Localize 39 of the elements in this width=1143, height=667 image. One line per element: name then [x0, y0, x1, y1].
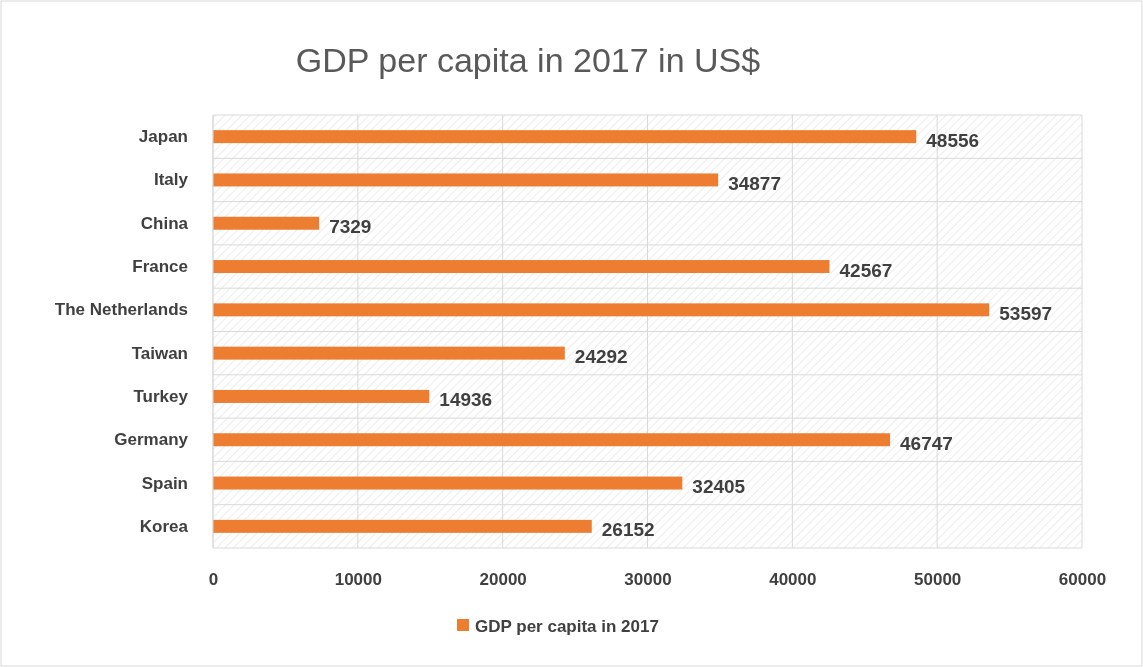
bar — [213, 519, 592, 533]
data-label: 26152 — [601, 519, 655, 541]
y-tick-label: Taiwan — [131, 343, 188, 363]
x-tick-label: 50000 — [914, 570, 962, 590]
y-tick-label: Spain — [141, 473, 188, 493]
data-label: 42567 — [839, 259, 893, 281]
bar — [213, 433, 891, 447]
bar — [213, 389, 430, 403]
data-label: 7329 — [329, 216, 372, 238]
y-tick-label: France — [132, 256, 188, 276]
bar — [213, 260, 830, 274]
data-label: 34877 — [728, 172, 781, 194]
data-label: 24292 — [574, 346, 628, 368]
y-tick-label: Italy — [153, 170, 189, 190]
bar — [213, 173, 719, 187]
y-tick-label: Korea — [139, 516, 189, 536]
x-tick-label: 10000 — [334, 570, 382, 590]
x-tick-label: 40000 — [769, 570, 817, 590]
x-tick-label: 30000 — [624, 570, 672, 590]
data-label: 14936 — [439, 389, 493, 411]
bar — [213, 476, 683, 490]
bar — [213, 216, 320, 230]
chart-title: GDP per capita in 2017 in US$ — [295, 41, 761, 79]
data-label: 46747 — [900, 432, 953, 454]
y-tick-label: China — [140, 213, 189, 233]
y-tick-label: Turkey — [133, 386, 189, 406]
data-label: 32405 — [692, 476, 746, 498]
y-tick-label: Germany — [114, 430, 189, 450]
data-label: 53597 — [999, 302, 1053, 324]
y-tick-label: The Netherlands — [54, 300, 188, 320]
bar — [213, 303, 990, 317]
x-tick-label: 0 — [208, 570, 219, 590]
y-tick-label: Japan — [138, 127, 188, 147]
x-tick-label: 60000 — [1058, 570, 1107, 590]
bar — [213, 346, 565, 360]
data-label: 48556 — [926, 129, 980, 151]
legend-label: GDP per capita in 2017 — [475, 617, 659, 636]
x-tick-label: 20000 — [479, 570, 527, 590]
bar — [213, 130, 917, 144]
